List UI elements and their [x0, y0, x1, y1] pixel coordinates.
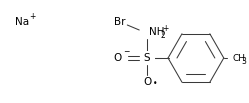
Text: O: O — [143, 77, 151, 87]
Text: O: O — [113, 53, 122, 63]
Text: CH: CH — [233, 53, 246, 63]
Text: NH: NH — [149, 27, 165, 37]
Text: +: + — [30, 12, 36, 20]
Text: 2: 2 — [160, 32, 165, 40]
Text: S: S — [144, 53, 150, 63]
Text: Na: Na — [15, 17, 29, 27]
Text: •: • — [153, 80, 158, 88]
Text: −: − — [123, 47, 130, 57]
Text: 3: 3 — [242, 57, 247, 66]
Text: Br: Br — [114, 17, 125, 27]
Text: +: + — [162, 23, 169, 33]
